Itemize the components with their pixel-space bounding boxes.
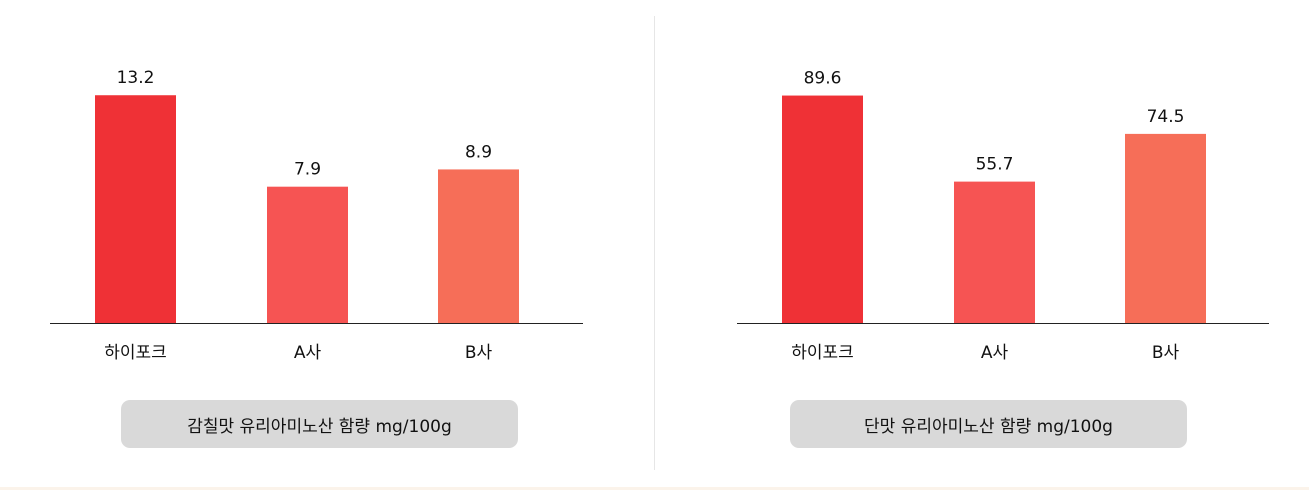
panel-divider [654,16,655,470]
value-label-umami-1: 13.2 [117,68,155,88]
category-label-umami-2: A사 [294,343,322,363]
category-label-sweet-3: B사 [1152,343,1180,363]
bar-sweet-3 [1125,133,1206,323]
bar-chart-sweet: 89.6 하이포크 55.7 A사 74.5 B사 [737,69,1269,363]
chart-caption-umami: 감칠맛 유리아미노산 함량 mg/100g [121,400,518,448]
bar-chart-umami: 13.2 하이포크 7.9 A사 8.9 B사 [50,68,583,363]
page-bottom-border [0,487,1309,490]
category-label-umami-3: B사 [465,343,493,363]
bar-sweet-2 [954,181,1035,323]
bar-umami-3 [438,169,519,323]
chart-panel-umami: 13.2 하이포크 7.9 A사 8.9 B사 감칠맛 유리아미노산 함량 mg/100g [0,0,654,487]
chart-caption-sweet: 단맛 유리아미노산 함량 mg/100g [790,400,1187,448]
bar-umami-1 [95,95,176,323]
value-label-sweet-2: 55.7 [976,155,1014,175]
value-label-sweet-3: 74.5 [1147,107,1185,127]
value-label-umami-2: 7.9 [294,160,321,180]
chart-panel-sweet: 89.6 하이포크 55.7 A사 74.5 B사 단맛 유리아미노산 함량 mg/100… [655,0,1309,487]
bar-umami-2 [267,186,348,323]
category-label-sweet-1: 하이포크 [791,343,854,363]
category-label-umami-1: 하이포크 [104,343,167,363]
bar-sweet-1 [782,95,863,323]
value-label-sweet-1: 89.6 [804,69,842,89]
category-label-sweet-2: A사 [981,343,1009,363]
value-label-umami-3: 8.9 [465,142,492,162]
